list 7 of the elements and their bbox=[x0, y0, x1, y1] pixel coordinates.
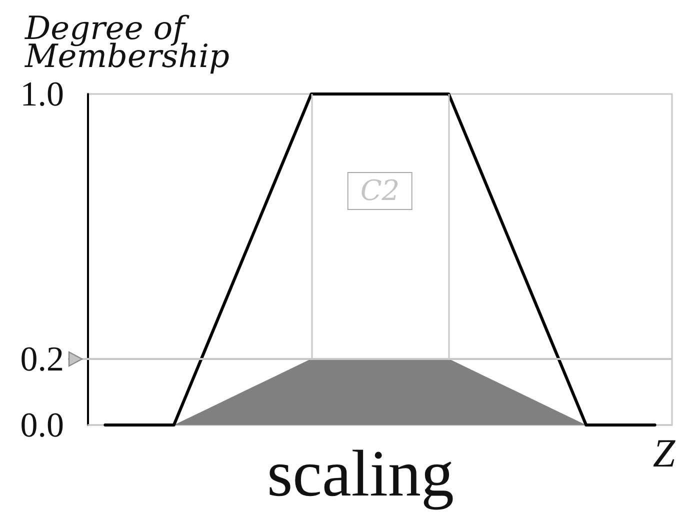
y-tick-label: 0.0 bbox=[20, 406, 64, 444]
text: scaling bbox=[267, 438, 454, 510]
y-tick-label: 1.0 bbox=[20, 74, 64, 114]
annotation: C2 bbox=[347, 172, 413, 210]
x-axis-title: Z bbox=[652, 430, 676, 476]
y-axis-title: Degree of Membership bbox=[24, 9, 230, 75]
y-tick-label: 0.2 bbox=[20, 339, 64, 378]
